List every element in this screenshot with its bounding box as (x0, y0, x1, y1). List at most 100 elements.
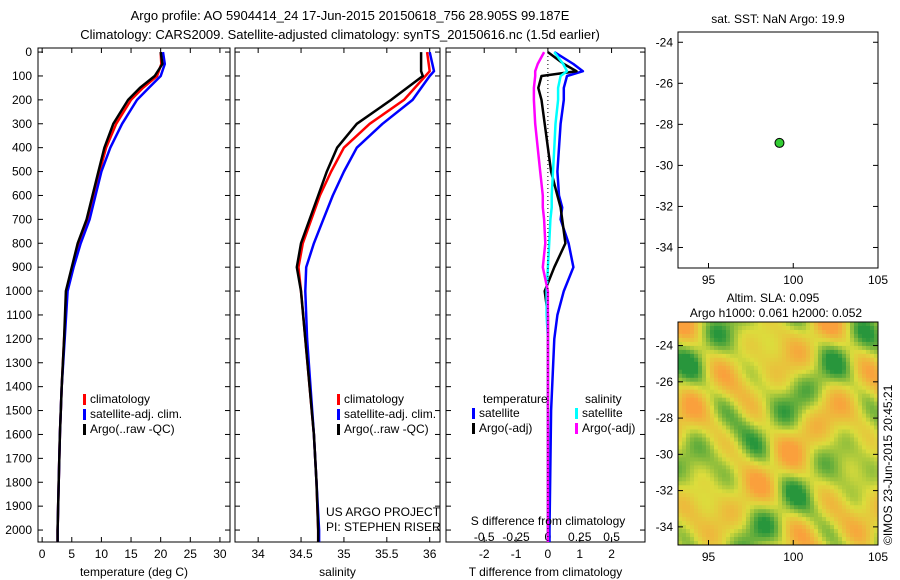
sla-cell (722, 529, 727, 534)
sla-cell (686, 333, 691, 339)
sla-cell (734, 341, 739, 347)
sla-cell (738, 517, 743, 522)
sla-cell (794, 429, 799, 434)
y-tick-label: 1700 (5, 451, 32, 465)
sla-cell (822, 513, 827, 518)
sla-cell (774, 421, 779, 427)
sla-cell (694, 529, 699, 534)
sla-cell (866, 353, 871, 359)
sla-cell (682, 453, 687, 458)
sla-cell (854, 525, 859, 530)
sla-cell (866, 485, 871, 490)
sla-cell (766, 341, 771, 347)
sla-cell (770, 525, 775, 530)
sla-cell (750, 401, 755, 407)
sla-cell (694, 449, 699, 454)
sla-cell (730, 537, 735, 542)
sla-cell (722, 377, 727, 383)
sla-cell (854, 509, 859, 514)
sla-cell (758, 429, 763, 434)
sla-cell (842, 509, 847, 514)
sla-cell (730, 361, 735, 367)
sla-cell (750, 473, 755, 478)
sla-cell (698, 509, 703, 514)
sla-cell (778, 373, 783, 379)
sla-cell (722, 461, 727, 466)
sla-cell (706, 525, 711, 530)
sla-cell (798, 417, 803, 423)
series-line-temperature-argo-adj- (537, 51, 578, 542)
sla-cell (746, 326, 751, 331)
sla-cell (846, 341, 851, 347)
sla-cell (702, 473, 707, 478)
sla-cell (842, 525, 847, 530)
sla-cell (770, 521, 775, 526)
sla-cell (750, 377, 755, 383)
sla-cell (758, 345, 763, 351)
sla-cell (686, 537, 691, 542)
sla-cell (790, 469, 795, 474)
sla-cell (714, 501, 719, 506)
sla-cell (786, 389, 791, 395)
sla-cell (786, 517, 791, 522)
sla-cell (838, 389, 843, 395)
sla-cell (822, 537, 827, 542)
sla-cell (866, 361, 871, 367)
sla-cell (790, 529, 795, 534)
sla-cell (706, 509, 711, 514)
sla-cell (766, 541, 771, 546)
sla-cell (814, 537, 819, 542)
sla-cell (682, 425, 687, 430)
sla-cell (842, 441, 847, 446)
sla-cell (730, 465, 735, 470)
sla-cell (838, 330, 843, 335)
sla-cell (870, 465, 875, 470)
sla-cell (734, 413, 739, 419)
sla-cell (754, 330, 759, 335)
sla-cell (850, 541, 855, 546)
sla-cell (850, 465, 855, 470)
sla-cell (738, 477, 743, 482)
sla-cell (874, 521, 879, 526)
sla-cell (690, 461, 695, 466)
sla-cell (758, 453, 763, 458)
sla-cell (842, 481, 847, 486)
sla-cell (846, 357, 851, 363)
sla-cell (806, 453, 811, 458)
sla-cell (682, 505, 687, 510)
title-line-2: Climatology: CARS2009. Satellite-adjuste… (80, 27, 600, 42)
sla-cell (706, 326, 711, 331)
sla-cell (694, 409, 699, 415)
sla-cell (850, 330, 855, 335)
sla-cell (754, 473, 759, 478)
sla-cell (862, 473, 867, 478)
sla-cell (874, 449, 879, 454)
sla-cell (750, 417, 755, 423)
sla-cell (678, 509, 683, 514)
sla-cell (846, 381, 851, 387)
sla-cell (678, 489, 683, 494)
sla-cell (846, 469, 851, 474)
sla-cell (830, 330, 835, 335)
sla-cell (694, 481, 699, 486)
sla-cell (722, 401, 727, 407)
sla-cell (730, 389, 735, 395)
sla-cell (730, 357, 735, 363)
sla-cell (698, 421, 703, 427)
sla-cell (754, 493, 759, 498)
sla-cell (862, 521, 867, 526)
sla-cell (758, 521, 763, 526)
sla-cell (730, 473, 735, 478)
sla-cell (730, 513, 735, 518)
y-tick-label: 1400 (5, 380, 32, 394)
sla-cell (826, 405, 831, 411)
sla-cell (834, 373, 839, 379)
sla-cell (794, 457, 799, 462)
sla-cell (770, 353, 775, 359)
sla-cell (802, 477, 807, 482)
sla-cell (842, 429, 847, 434)
sla-cell (802, 485, 807, 490)
sla-cell (874, 365, 879, 371)
sla-cell (798, 413, 803, 419)
sla-cell (810, 481, 815, 486)
